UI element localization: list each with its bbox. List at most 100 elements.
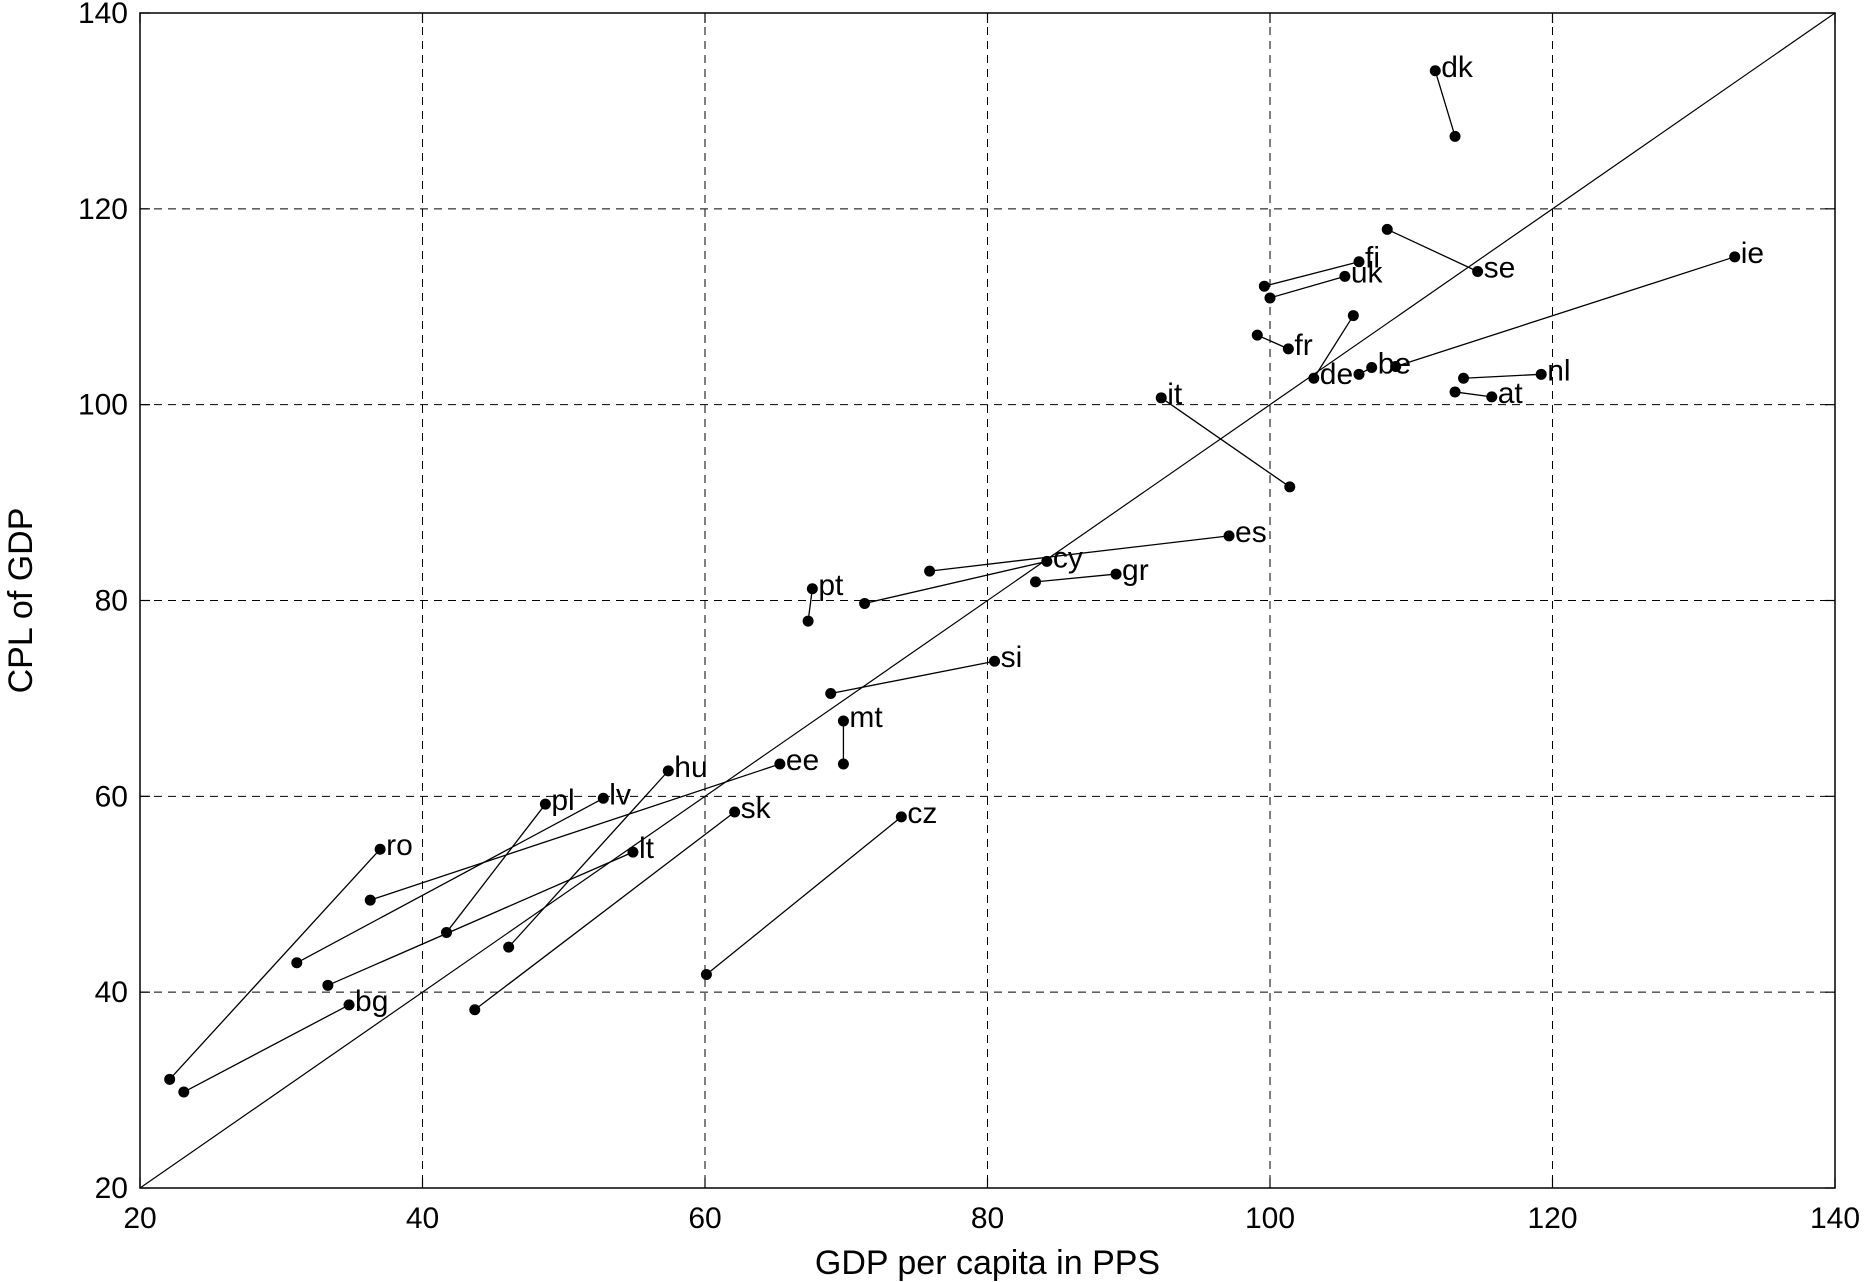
series-fi: fi xyxy=(1258,242,1380,292)
connector-line-it xyxy=(1160,397,1291,488)
series-ie: ie xyxy=(1390,237,1764,372)
series-bg: bg xyxy=(178,985,388,1098)
point-label-se: se xyxy=(1484,252,1516,285)
x-tick-label: 80 xyxy=(971,1202,1004,1235)
point-label-cz: cz xyxy=(907,797,937,830)
tick-layer: 20 40 60 80 100 120 140 20 40 60 80 100 120 140 xyxy=(78,0,1860,1235)
data-point-ee-alt xyxy=(364,894,376,906)
connector-line-de xyxy=(1313,315,1354,379)
point-label-hu: hu xyxy=(674,751,707,784)
data-point-ro-alt xyxy=(164,1073,176,1085)
series-sk: sk xyxy=(469,792,772,1016)
connector-line-gr xyxy=(1035,573,1117,583)
data-point-uk xyxy=(1339,270,1351,282)
point-label-pt: pt xyxy=(818,569,844,602)
data-point-fi-alt xyxy=(1258,280,1270,292)
series-ro: ro xyxy=(164,829,413,1085)
series-be: be xyxy=(1353,347,1411,380)
data-point-gr-alt xyxy=(1030,576,1042,588)
point-label-cy: cy xyxy=(1053,541,1083,574)
point-label-lt: lt xyxy=(639,832,655,865)
y-tick-label: 80 xyxy=(95,585,128,618)
point-label-bg: bg xyxy=(355,985,388,1018)
y-tick-label: 140 xyxy=(78,0,128,30)
data-point-mt-alt xyxy=(837,758,849,770)
y-tick-label: 20 xyxy=(95,1172,128,1205)
data-point-fr-alt xyxy=(1251,329,1263,341)
connector-line-ie xyxy=(1395,256,1735,368)
series-pl: pl xyxy=(441,784,575,938)
point-label-de: de xyxy=(1320,358,1353,391)
point-label-it: it xyxy=(1167,378,1183,411)
series-es: es xyxy=(924,516,1267,577)
data-point-nl-alt xyxy=(1458,372,1470,384)
connector-line-dk xyxy=(1434,70,1456,137)
reference-line-layer xyxy=(139,12,1836,1189)
data-point-sk-alt xyxy=(469,1004,481,1016)
data-point-it xyxy=(1155,392,1167,404)
data-point-ro xyxy=(374,843,386,855)
point-label-es: es xyxy=(1235,516,1267,549)
data-point-ie-alt xyxy=(1390,360,1402,372)
data-point-it-alt xyxy=(1284,481,1296,493)
data-point-ie xyxy=(1729,251,1741,263)
point-label-gr: gr xyxy=(1122,554,1149,587)
connector-line-fr xyxy=(1257,334,1289,350)
data-point-gr xyxy=(1110,568,1122,580)
series-lt: lt xyxy=(322,832,655,991)
series-hu: hu xyxy=(503,751,708,953)
point-label-fi: fi xyxy=(1365,242,1380,275)
data-point-cy xyxy=(1041,555,1053,567)
x-tick-label: 40 xyxy=(406,1202,439,1235)
data-point-se-alt xyxy=(1381,223,1393,235)
data-point-bg-alt xyxy=(178,1086,190,1098)
data-point-lt-alt xyxy=(322,979,334,991)
point-label-dk: dk xyxy=(1441,51,1474,84)
reference-line-45deg xyxy=(139,12,1836,1189)
data-point-uk-alt xyxy=(1264,292,1276,304)
data-point-dk-alt xyxy=(1449,130,1461,142)
series-nl: nl xyxy=(1458,354,1571,387)
data-point-be xyxy=(1366,361,1378,373)
data-point-de xyxy=(1308,372,1320,384)
series-uk: uk xyxy=(1264,256,1384,304)
point-label-uk: uk xyxy=(1351,256,1384,289)
point-label-ro: ro xyxy=(386,829,413,862)
y-tick-label: 100 xyxy=(78,389,128,422)
connector-line-ee xyxy=(370,763,781,901)
data-point-si-alt xyxy=(825,688,837,700)
data-point-lv-alt xyxy=(291,957,303,969)
series-cz: cz xyxy=(700,797,937,981)
data-point-nl xyxy=(1535,368,1547,380)
connector-line-si xyxy=(830,660,995,695)
data-point-pt xyxy=(806,583,818,595)
point-label-nl: nl xyxy=(1547,354,1570,387)
series-si: si xyxy=(825,641,1023,700)
data-point-ee xyxy=(774,758,786,770)
x-tick-label: 100 xyxy=(1245,1202,1295,1235)
data-point-be-alt xyxy=(1353,368,1365,380)
connector-line-bg xyxy=(183,1004,350,1093)
series-pt: pt xyxy=(802,569,844,627)
series-se: se xyxy=(1381,223,1516,285)
series-it: it xyxy=(1155,378,1296,493)
connector-line-cy xyxy=(864,560,1047,605)
x-axis-title: GDP per capita in PPS xyxy=(815,1244,1160,1282)
series-ee: ee xyxy=(364,744,819,906)
point-label-lv: lv xyxy=(609,778,631,811)
data-point-se xyxy=(1472,266,1484,277)
series-lv: lv xyxy=(291,778,631,969)
point-label-sk: sk xyxy=(741,792,772,825)
data-point-mt xyxy=(837,715,849,727)
point-label-fr: fr xyxy=(1294,329,1312,362)
data-point-hu xyxy=(662,765,674,777)
series-dk: dk xyxy=(1429,51,1474,142)
connector-line-es xyxy=(929,535,1230,572)
connector-line-hu xyxy=(508,770,669,948)
x-tick-label: 140 xyxy=(1810,1202,1860,1235)
data-point-es-alt xyxy=(924,565,936,577)
point-label-si: si xyxy=(1001,641,1023,674)
point-label-at: at xyxy=(1498,377,1524,410)
